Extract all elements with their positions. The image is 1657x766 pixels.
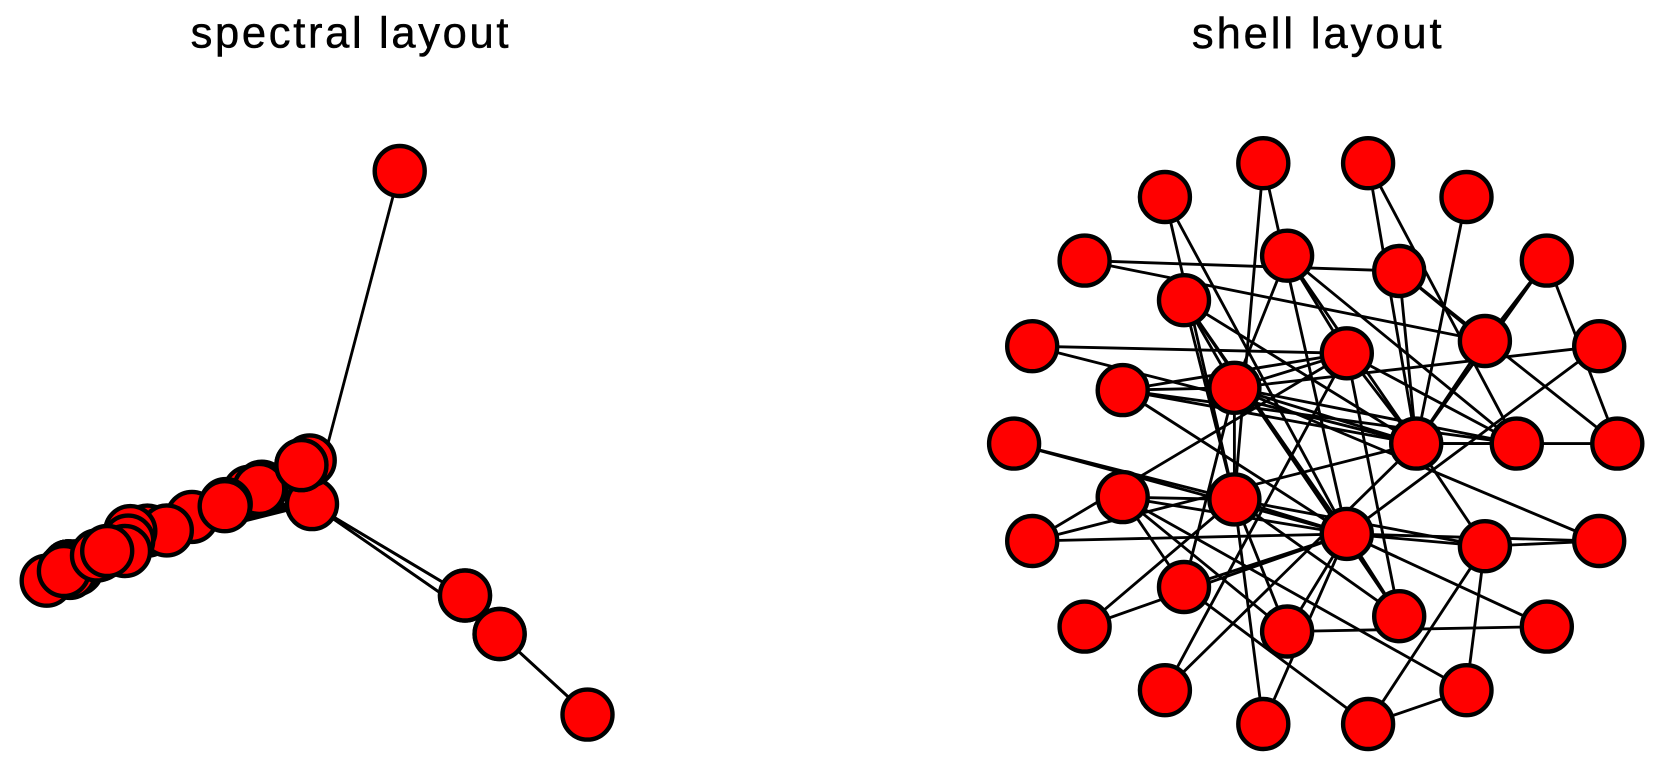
svg-text:spectral layout: spectral layout bbox=[191, 9, 512, 57]
svg-text:shell layout: shell layout bbox=[1192, 10, 1445, 58]
